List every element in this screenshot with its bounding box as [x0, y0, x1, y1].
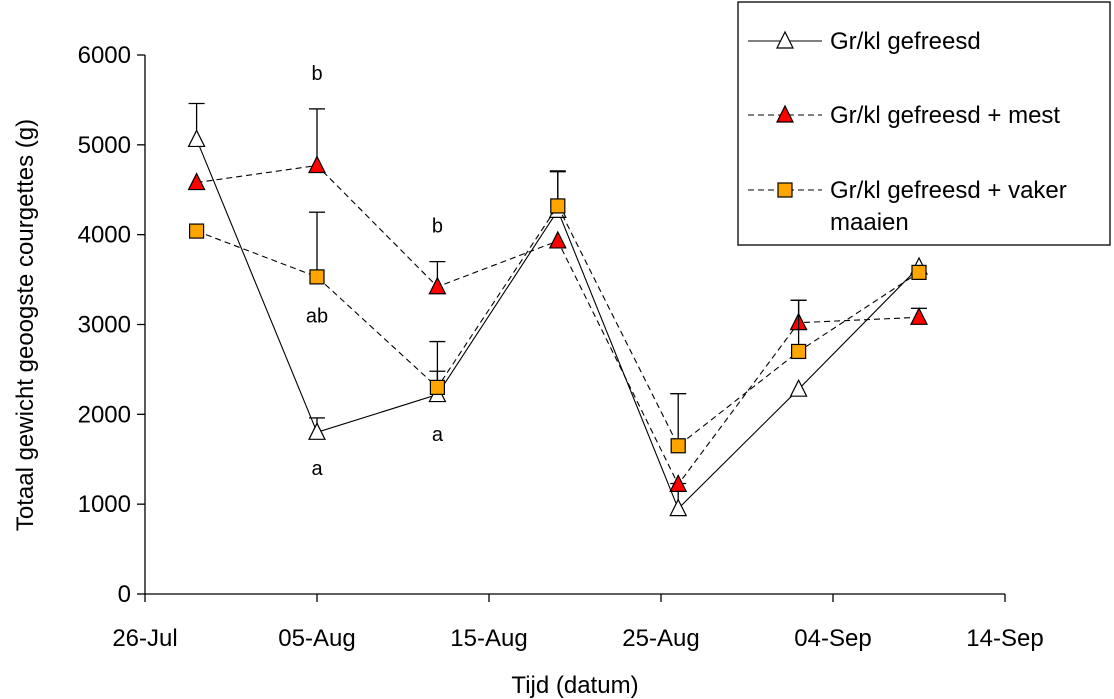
legend-marker: [776, 30, 794, 49]
x-tick-label: 26-Jul: [112, 625, 177, 652]
data-point: [669, 474, 688, 493]
data-point: [187, 172, 206, 191]
legend-marker: [776, 104, 794, 123]
y-axis-title: Totaal gewicht geoogste courgettes (g): [12, 119, 39, 531]
y-tick-label: 0: [118, 581, 131, 608]
legend-label: maaien: [830, 209, 909, 236]
data-point: [910, 306, 928, 325]
data-point: [428, 276, 447, 295]
significance-label: b: [432, 216, 443, 238]
x-tick-label: 25-Aug: [622, 625, 699, 652]
legend-label: Gr/kl gefreesd + mest: [830, 102, 1060, 129]
significance-label: b: [311, 63, 322, 85]
data-point: [429, 379, 445, 395]
legend-marker: [777, 182, 793, 198]
y-tick-label: 6000: [78, 42, 131, 69]
data-point: [548, 230, 567, 249]
series-3: [189, 170, 927, 454]
legend-label: Gr/kl gefreesd: [830, 28, 981, 55]
legend-label: Gr/kl gefreesd + vaker: [830, 177, 1067, 204]
x-tick-label: 14-Sep: [966, 625, 1043, 652]
data-point: [308, 155, 326, 174]
y-tick-label: 5000: [78, 132, 131, 159]
data-point: [789, 378, 808, 397]
x-tick-label: 05-Aug: [278, 625, 355, 652]
data-point: [187, 129, 206, 148]
y-tick-label: 1000: [78, 491, 131, 518]
series-layer: [187, 102, 928, 517]
x-tick-label: 15-Aug: [450, 625, 527, 652]
data-point: [670, 438, 686, 454]
data-point: [309, 269, 325, 285]
x-tick-label: 04-Sep: [794, 625, 871, 652]
significance-label: ab: [306, 306, 328, 328]
data-point: [790, 343, 807, 360]
data-point: [550, 198, 566, 214]
data-point: [189, 223, 205, 239]
x-axis-title: Tijd (datum): [511, 672, 638, 699]
significance-label: a: [311, 458, 323, 480]
y-tick-label: 2000: [78, 401, 131, 428]
data-point: [911, 264, 927, 280]
significance-label: a: [432, 424, 444, 446]
y-tick-label: 4000: [78, 222, 131, 249]
legend-box: [737, 1, 1111, 246]
data-point: [308, 421, 326, 440]
y-tick-label: 3000: [78, 312, 131, 339]
axes: 0 1000 2000 3000 4000 5000 6000 26-Jul 05-Aug 15-…: [78, 42, 1044, 652]
data-point: [669, 498, 688, 517]
legend: Gr/kl gefreesd Gr/kl gefreesd + mest Gr/kl…: [737, 1, 1111, 246]
